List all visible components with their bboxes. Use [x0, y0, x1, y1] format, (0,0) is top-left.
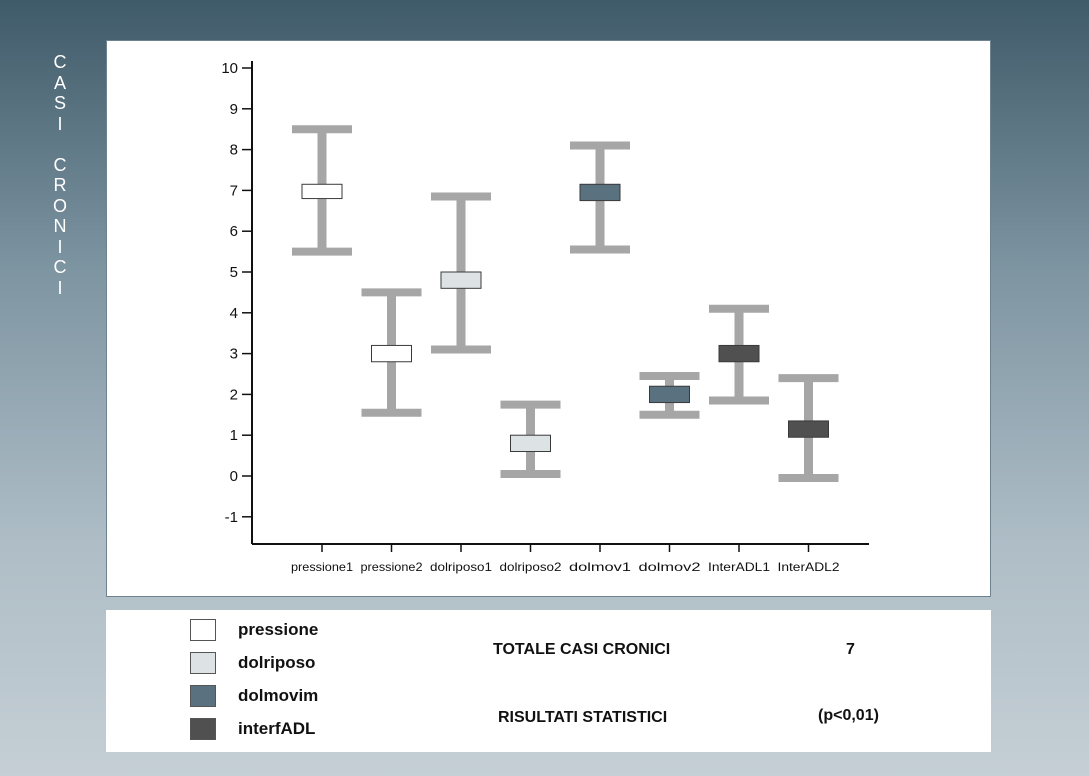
side-title-letter: C	[53, 257, 67, 277]
y-tick-label: 1	[230, 427, 238, 444]
y-tick-label: 7	[230, 182, 238, 199]
x-tick-label: dolmov2	[639, 560, 701, 574]
side-title-letter: O	[52, 195, 67, 216]
side-title-letter: C	[53, 52, 67, 72]
y-tick-label: -1	[225, 509, 238, 526]
side-title-letter: I	[57, 277, 63, 298]
x-tick-label: dolmov1	[569, 560, 631, 574]
box-pressione1	[301, 183, 343, 200]
box-dolmov2	[649, 385, 690, 404]
x-tick-label: pressione2	[361, 560, 423, 574]
side-title-letter: R	[53, 175, 67, 195]
box-dolriposo2	[510, 434, 551, 453]
x-tick-label: pressione1	[291, 560, 353, 574]
side-title-letter: S	[53, 93, 66, 113]
legend-label: interfADL	[238, 719, 316, 738]
side-title-letter: A	[53, 72, 66, 93]
box-pressione2	[371, 344, 412, 363]
box-InterADL1	[718, 344, 760, 363]
x-tick-label: InterADL1	[708, 560, 770, 574]
side-title: C A S I C R O N I C I	[48, 52, 72, 298]
side-title-letter	[48, 134, 72, 155]
legend-swatch	[190, 718, 216, 740]
x-tick-label: dolriposo1	[430, 560, 492, 574]
legend-swatch	[190, 685, 216, 707]
box-dolriposo1	[440, 271, 482, 289]
y-tick-label: 0	[230, 468, 238, 485]
y-tick-label: 9	[230, 101, 238, 118]
box-dolmov1	[579, 183, 621, 202]
legend-label: pressione	[238, 620, 319, 639]
totale-casi-label: TOTALE CASI CRONICI	[493, 641, 671, 658]
legend-swatch	[190, 619, 216, 641]
y-tick-label: 10	[221, 60, 238, 77]
y-tick-label: 2	[230, 386, 238, 403]
legend-panel: pressione dolriposo dolmovim interfADL T…	[106, 610, 991, 752]
risultati-label: RISULTATI STATISTICI	[498, 709, 668, 726]
legend-label: dolriposo	[238, 653, 316, 672]
risultati-value: (p<0,01)	[818, 707, 879, 724]
side-title-letter: I	[57, 236, 63, 257]
legend-label: dolmovim	[238, 686, 319, 705]
y-tick-label: 8	[230, 142, 238, 159]
chart-panel: 10 9 8 7 6 5 4 3 2 1 0 -1 pressione1 pressione2 dolrip…	[106, 40, 991, 597]
side-title-letter: N	[53, 216, 67, 236]
y-tick-label: 4	[230, 305, 238, 322]
box-InterADL2	[788, 420, 829, 438]
y-tick-label: 5	[230, 264, 238, 281]
y-tick-label: 3	[230, 346, 238, 363]
legend-swatch	[190, 652, 216, 674]
side-title-letter: I	[57, 113, 63, 134]
side-title-letter: C	[53, 154, 67, 175]
x-tick-label: InterADL2	[778, 560, 840, 574]
y-tick-label: 6	[230, 223, 238, 240]
totale-casi-value: 7	[846, 641, 855, 658]
x-tick-label: dolriposo2	[500, 560, 562, 574]
